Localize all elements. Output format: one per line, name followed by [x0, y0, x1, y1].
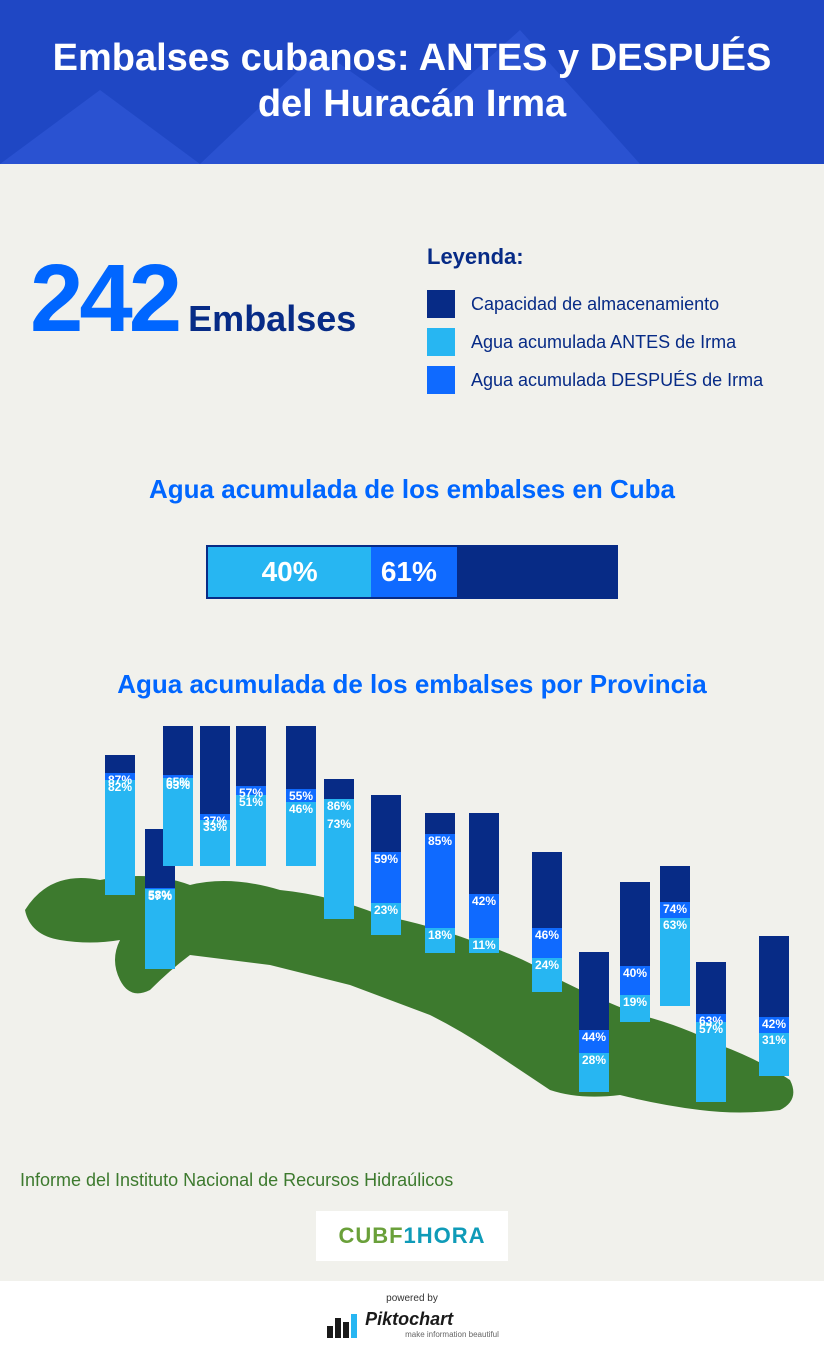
piktochart-icon: [325, 1308, 357, 1340]
legend-title: Leyenda:: [427, 244, 804, 270]
before-label: 11%: [469, 938, 499, 952]
page-title: Embalses cubanos: ANTES y DESPUÉS del Hu…: [0, 36, 824, 127]
province-bar: 73%86%: [324, 779, 354, 919]
legend: Leyenda: Capacidad de almacenamiento Agua…: [407, 244, 804, 404]
legend-swatch: [427, 290, 455, 318]
legend-swatch: [427, 328, 455, 356]
after-label: 44%: [579, 1030, 609, 1044]
province-bar: 55%46%: [286, 726, 316, 866]
before-label: 51%: [236, 795, 266, 809]
before-label: 33%: [200, 820, 230, 834]
cuba-logo-wrap: CUBF1HORA: [20, 1211, 804, 1261]
piktochart-name: Piktochart: [365, 1309, 499, 1330]
source-note: Informe del Instituto Nacional de Recurs…: [20, 1170, 804, 1191]
cuba-logo-part2: 1HORA: [404, 1223, 486, 1248]
total-after-label: 61%: [381, 556, 437, 588]
before-label: 23%: [371, 903, 401, 917]
before-label: 82%: [105, 780, 135, 794]
total-section-title: Agua acumulada de los embalses en Cuba: [20, 474, 804, 505]
piktochart-logo: Piktochart make information beautiful: [325, 1308, 499, 1340]
reservoir-count: 242 Embalses: [20, 244, 407, 404]
total-bar: 61% 40%: [206, 545, 618, 599]
cuba-logo: CUBF1HORA: [316, 1211, 507, 1261]
province-bar: 42%31%: [759, 936, 789, 1076]
before-label: 63%: [660, 918, 690, 932]
province-bar: 42% 11%: [469, 813, 499, 953]
total-before-label: 40%: [262, 556, 318, 588]
legend-label: Agua acumulada ANTES de Irma: [471, 332, 736, 353]
province-section-title: Agua acumulada de los embalses por Provi…: [20, 669, 804, 700]
legend-row: Capacidad de almacenamiento: [427, 290, 804, 318]
count-number: 242: [30, 244, 178, 354]
province-bar: 40% 19%: [620, 882, 650, 1022]
before-label: 57%: [145, 889, 175, 903]
province-bar: 85% 18%: [425, 813, 455, 953]
map-area: 87%82%58%57%65%63%37%33%57%51%55%46%73%8…: [20, 740, 804, 1140]
province-bar: 65%63%: [163, 726, 193, 866]
before-label: 46%: [286, 802, 316, 816]
cuba-logo-part1: CUBF: [338, 1223, 403, 1248]
legend-label: Agua acumulada DESPUÉS de Irma: [471, 370, 763, 391]
province-bar: 74%63%: [660, 866, 690, 1006]
content: 242 Embalses Leyenda: Capacidad de almac…: [0, 164, 824, 1281]
after-label: 73%: [324, 817, 354, 831]
legend-row: Agua acumulada ANTES de Irma: [427, 328, 804, 356]
province-bar: 44% 28%: [579, 952, 609, 1092]
after-label: 42%: [469, 894, 499, 908]
piktochart-footer: powered by Piktochart make information b…: [0, 1281, 824, 1364]
before-segment: [105, 780, 135, 895]
province-bar: 59% 23%: [371, 795, 401, 935]
before-label: 28%: [579, 1053, 609, 1067]
after-label: 59%: [371, 852, 401, 866]
after-label: 74%: [660, 902, 690, 916]
before-label: 57%: [696, 1022, 726, 1036]
after-label: 85%: [425, 834, 455, 848]
before-label: 18%: [425, 928, 455, 942]
before-label: 19%: [620, 995, 650, 1009]
total-before-segment: 40%: [208, 547, 371, 597]
province-bar: 37%33%: [200, 726, 230, 866]
legend-swatch: [427, 366, 455, 394]
legend-label: Capacidad de almacenamiento: [471, 294, 719, 315]
before-label: 24%: [532, 958, 562, 972]
province-bar: 46% 24%: [532, 852, 562, 992]
total-bar-wrap: 61% 40%: [20, 545, 804, 599]
legend-row: Agua acumulada DESPUÉS de Irma: [427, 366, 804, 394]
count-label: Embalses: [188, 298, 356, 340]
province-bar: 57%51%: [236, 726, 266, 866]
before-label: 63%: [163, 778, 193, 792]
before-label: 86%: [324, 799, 354, 813]
after-label: 40%: [620, 966, 650, 980]
piktochart-tagline: make information beautiful: [405, 1330, 499, 1339]
top-row: 242 Embalses Leyenda: Capacidad de almac…: [20, 244, 804, 404]
before-label: 31%: [759, 1033, 789, 1047]
province-bar: 87%82%: [105, 755, 135, 895]
province-bar: 63%57%: [696, 962, 726, 1102]
after-label: 42%: [759, 1017, 789, 1031]
header: Embalses cubanos: ANTES y DESPUÉS del Hu…: [0, 0, 824, 164]
after-label: 46%: [532, 928, 562, 942]
powered-by-label: powered by: [386, 1293, 438, 1304]
